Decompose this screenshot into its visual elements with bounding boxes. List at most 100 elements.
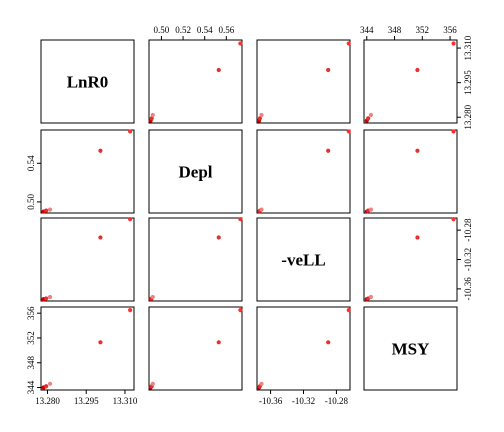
data-point (326, 148, 331, 153)
y-axis-left-depl: 0.50 0.54 (26, 155, 42, 210)
x-axis-top-msy: 344 348 352 356 (360, 25, 457, 41)
tick-label: 344 (360, 25, 374, 35)
panel-frame (40, 306, 135, 391)
tick-label: 13.295 (74, 396, 99, 406)
panel-msy-lnr0 (40, 306, 135, 391)
diagonal-label-depl: Depl (179, 163, 213, 182)
panel-lnr0-lnr0: LnR0 (40, 39, 135, 124)
tick-label: 13.310 (463, 35, 473, 60)
data-point (326, 340, 331, 345)
data-point (128, 129, 133, 134)
data-point (216, 67, 221, 73)
data-point (238, 307, 243, 313)
tick-label: 0.50 (154, 25, 170, 35)
panel-msy-depl (148, 306, 243, 391)
panel-msy-msy: MSY (363, 306, 458, 391)
diagonal-label-lnr0: LnR0 (67, 73, 109, 92)
panel-lnr0-msy (363, 39, 458, 124)
tick-label: -10.28 (463, 218, 473, 242)
tick-label: 348 (388, 25, 402, 35)
tick-label: 13.295 (463, 70, 473, 95)
panel-depl-depl: Depl (148, 129, 243, 214)
panel-depl-neg-vell (256, 129, 351, 214)
tick-label: -10.36 (259, 396, 283, 406)
data-point (128, 217, 133, 222)
data-point (368, 294, 374, 300)
tick-label: 13.310 (113, 396, 138, 406)
panel-msy-neg-vell (256, 306, 351, 391)
panel-frame (40, 217, 135, 302)
data-point (326, 67, 331, 73)
panel-neg-vell-depl (148, 217, 243, 302)
tick-label: 352 (26, 331, 36, 345)
data-point (238, 217, 243, 222)
tick-label: 356 (26, 306, 36, 320)
data-point (346, 41, 351, 46)
panel-depl-lnr0 (40, 129, 135, 214)
tick-label: -10.32 (292, 396, 315, 406)
panel-frame (363, 306, 458, 391)
x-axis-bottom-lnr0: 13.280 13.295 13.310 (35, 389, 138, 406)
data-point (415, 235, 420, 240)
data-point (259, 207, 264, 212)
data-point (47, 381, 53, 386)
tick-label: 0.52 (175, 25, 191, 35)
diagonal-label-neg-vell: -veLL (281, 251, 325, 270)
data-point (238, 41, 243, 46)
data-point (44, 384, 49, 389)
panel-frame (256, 306, 351, 391)
panel-neg-vell-lnr0 (40, 217, 135, 302)
data-point (150, 381, 155, 386)
data-point (366, 116, 371, 121)
tick-label: -10.32 (463, 248, 473, 271)
data-point (150, 112, 155, 118)
panel-frame (148, 217, 243, 302)
panel-frame (256, 39, 351, 124)
x-axis-top-depl: 0.50 0.52 0.54 0.56 (154, 25, 235, 41)
panel-frame (363, 39, 458, 124)
data-point (368, 207, 374, 212)
data-point (98, 235, 103, 240)
panel-frame (363, 217, 458, 302)
data-point (44, 296, 49, 301)
x-axis-bottom-neg-vell: -10.36 -10.32 -10.28 (259, 389, 349, 406)
data-point (259, 381, 264, 386)
panel-lnr0-neg-vell (256, 39, 351, 124)
tick-label: 0.56 (218, 25, 234, 35)
tick-label: 348 (26, 356, 36, 370)
data-point (149, 116, 154, 121)
data-point (368, 112, 374, 118)
data-point (216, 340, 221, 345)
panel-frame (256, 129, 351, 214)
panel-frame (148, 306, 243, 391)
data-point (259, 112, 264, 118)
panel-neg-vell-msy (363, 217, 458, 302)
panel-neg-vell-neg-vell: -veLL (256, 217, 351, 302)
tick-label: 13.280 (463, 104, 473, 129)
panel-frame (148, 39, 243, 124)
diagonal-label-msy: MSY (392, 340, 430, 359)
panel-frame (40, 39, 135, 124)
tick-label: 0.54 (26, 155, 36, 171)
data-point (257, 116, 262, 121)
y-axis-left-msy: 344 348 352 356 (26, 306, 42, 394)
tick-label: -10.36 (463, 277, 473, 301)
tick-label: 0.54 (197, 25, 213, 35)
tick-label: 13.280 (35, 396, 60, 406)
data-point (451, 217, 456, 222)
data-point (451, 129, 456, 134)
tick-label: 356 (443, 25, 457, 35)
tick-label: 344 (26, 380, 36, 394)
data-point (415, 67, 420, 73)
y-axis-right-neg-vell: -10.36 -10.32 -10.28 (456, 218, 473, 301)
data-point (150, 294, 155, 300)
panel-frame (148, 129, 243, 214)
panel-frame (40, 129, 135, 214)
tick-label: -10.28 (325, 396, 349, 406)
panel-frame (363, 129, 458, 214)
tick-label: 352 (416, 25, 430, 35)
panel-frame (256, 217, 351, 302)
data-point (415, 148, 420, 153)
